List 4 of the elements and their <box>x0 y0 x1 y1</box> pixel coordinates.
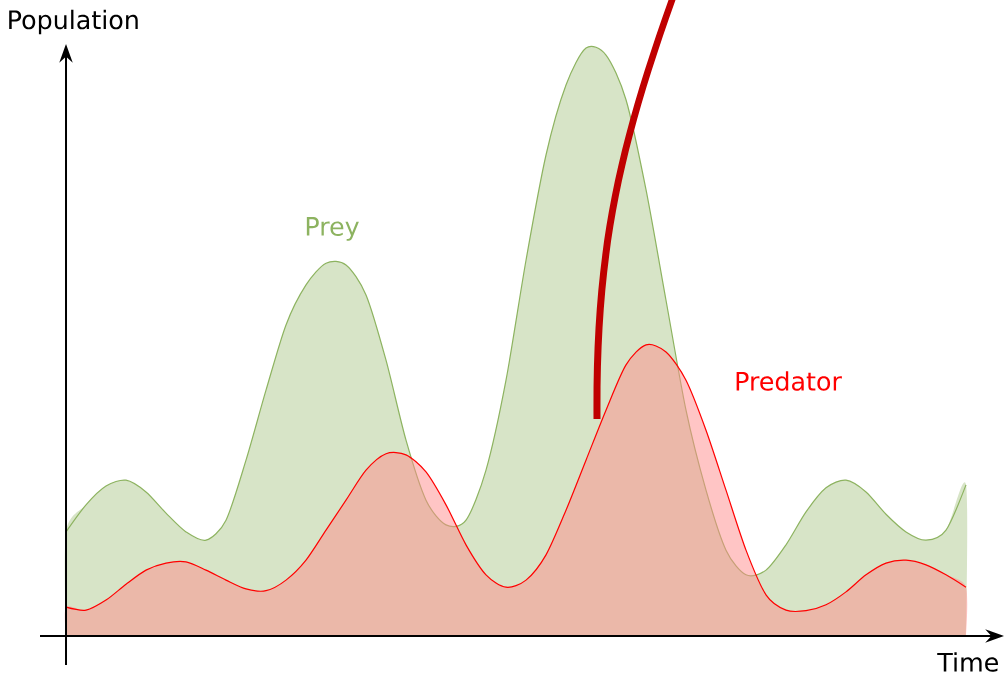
x-axis-title: Time <box>937 652 998 672</box>
series-label: Predator <box>736 371 842 391</box>
y-axis-title: Population <box>9 9 138 35</box>
series-label: Prey <box>306 217 359 241</box>
